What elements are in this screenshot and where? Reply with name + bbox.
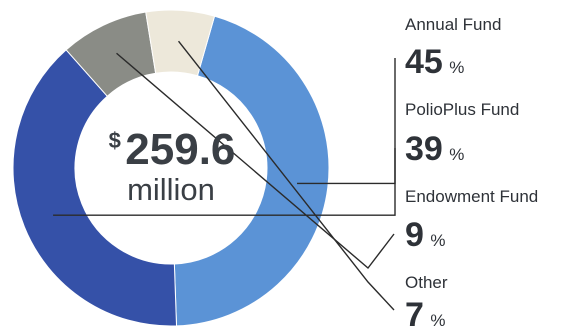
label-polioplus-fund-name: PolioPlus Fund [405,100,519,119]
label-annual-fund-name: Annual Fund [405,15,501,34]
leader-lines [53,40,396,311]
legend-other: Other 7 % [405,273,448,332]
label-endowment-fund-percent: % [430,231,445,250]
center-total-amount: $ 259.6 [109,125,236,174]
slice-annual-fund [173,15,330,327]
center-total: $ 259.6 million [109,125,236,207]
label-polioplus-fund-value: 39 % [405,130,464,168]
legend-annual-fund: Annual Fund 45 % [405,15,501,81]
label-annual-fund-number: 45 [405,43,443,81]
label-endowment-fund-number: 9 [405,216,424,254]
legend-polioplus-fund: PolioPlus Fund 39 % [405,100,519,168]
label-other-number: 7 [405,296,424,332]
leader-line-endowment-fund [116,52,395,270]
label-annual-fund-value: 45 % [405,43,464,81]
label-annual-fund-percent: % [449,58,464,77]
legend-endowment-fund: Endowment Fund 9 % [405,187,538,254]
center-total-value: 259.6 [125,125,235,174]
leader-line-other [177,40,395,311]
label-polioplus-fund-percent: % [449,145,464,164]
label-other-name: Other [405,273,448,292]
label-other-value: 7 % [405,296,446,332]
center-total-currency: $ [109,128,121,153]
slice-polioplus-fund [12,49,178,327]
label-endowment-fund-value: 9 % [405,216,446,254]
label-other-percent: % [430,311,445,330]
label-polioplus-fund-number: 39 [405,130,443,168]
label-endowment-fund-name: Endowment Fund [405,187,538,206]
center-total-unit: million [127,172,215,207]
leader-line-polioplus-fund [53,148,396,216]
